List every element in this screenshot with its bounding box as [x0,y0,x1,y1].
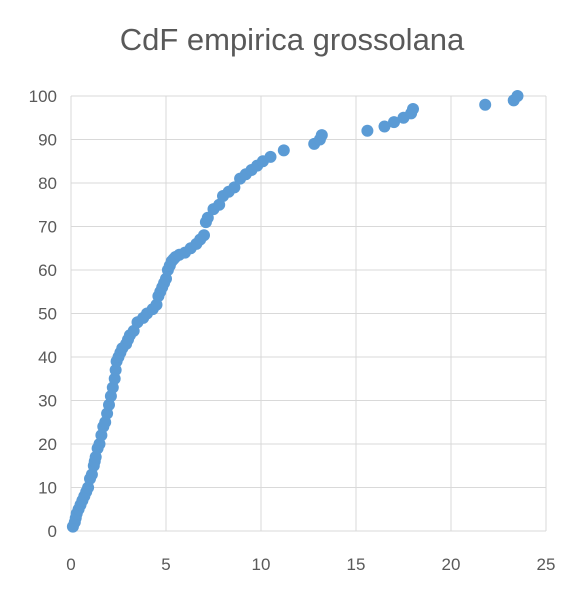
y-tick-label-0: 0 [48,522,57,541]
y-tick-label-50: 50 [38,305,57,324]
data-point [511,90,524,102]
y-tick-label-10: 10 [38,479,57,498]
x-tick-label-10: 10 [252,555,271,574]
data-point [407,103,419,116]
data-point [315,129,328,142]
data-point [228,181,241,194]
y-tick-label-30: 30 [38,392,57,411]
y-tick-label-60: 60 [38,261,57,280]
data-point [198,229,210,242]
y-tick-label-90: 90 [38,131,57,150]
y-axis-tick-labels: 0 10 20 30 40 50 60 70 80 90 100 [29,87,57,541]
y-tick-label-20: 20 [38,435,57,454]
data-point [264,150,277,163]
data-point [109,364,122,377]
x-tick-label-25: 25 [537,555,556,574]
data-point [277,144,290,157]
x-tick-label-20: 20 [442,555,461,574]
data-point [378,120,391,133]
x-axis-tick-labels: 0 5 10 15 20 25 [66,555,555,574]
y-tick-label-80: 80 [38,174,57,193]
y-tick-label-100: 100 [29,87,57,106]
data-point [479,98,492,111]
y-tick-label-70: 70 [38,218,57,237]
data-point [388,116,400,129]
grid [70,95,547,532]
x-tick-label-0: 0 [66,555,75,574]
x-tick-label-5: 5 [161,555,170,574]
data-series [66,90,524,533]
chart-title: CdF empirica grossolana [119,22,465,57]
y-tick-label-40: 40 [38,348,57,367]
data-point [108,372,121,385]
data-point [361,124,374,137]
x-tick-label-15: 15 [347,555,366,574]
data-point [201,211,214,224]
